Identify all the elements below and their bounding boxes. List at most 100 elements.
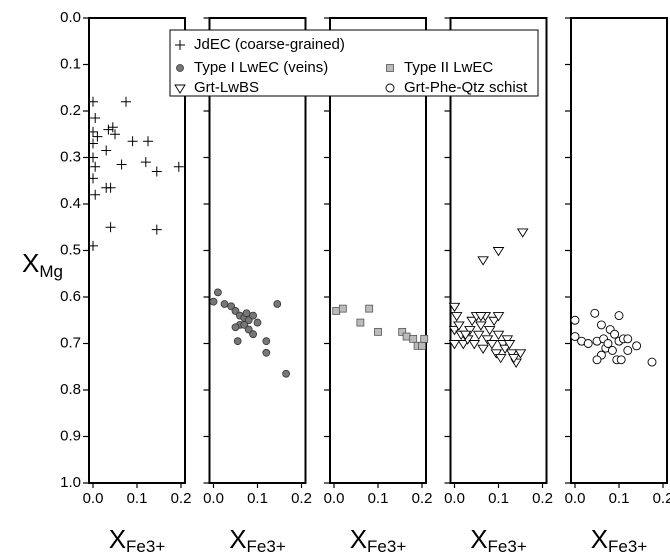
point — [486, 340, 498, 350]
point — [107, 122, 118, 133]
point — [90, 161, 101, 172]
point — [488, 316, 500, 327]
point — [647, 357, 657, 367]
x-tick-label: 0.2 — [171, 490, 192, 507]
point — [282, 369, 291, 378]
legend-marker — [175, 40, 185, 50]
y-tick-label: 0.5 — [60, 241, 81, 258]
point — [457, 340, 470, 350]
point — [603, 339, 613, 348]
point — [116, 159, 127, 170]
point — [459, 330, 472, 341]
point — [583, 339, 593, 348]
x-label-main: X — [470, 524, 487, 554]
x-axis-label: XFe3+ — [350, 524, 407, 557]
point — [240, 320, 249, 329]
x-label-sub: Fe3+ — [608, 537, 647, 556]
legend-marker — [385, 83, 395, 93]
point — [88, 240, 98, 251]
point — [450, 312, 463, 322]
point — [105, 182, 116, 193]
point — [475, 312, 487, 322]
x-tick-label: 0.0 — [444, 490, 465, 507]
point — [570, 332, 580, 341]
point — [220, 300, 229, 308]
x-label-sub: Fe3+ — [367, 537, 406, 556]
point — [472, 330, 485, 341]
point — [244, 325, 253, 334]
point — [483, 326, 496, 336]
x-label-main: X — [229, 524, 246, 554]
x-tick-label: 0.0 — [324, 490, 345, 507]
point — [213, 288, 222, 297]
legend-label: Grt-Phe-Qtz schist — [404, 79, 528, 96]
y-tick-label: 0.8 — [60, 381, 81, 398]
x-axis-label: XFe3+ — [470, 524, 527, 557]
point — [273, 300, 282, 308]
point — [477, 256, 489, 266]
x-tick-label: 0.2 — [532, 490, 553, 507]
point — [173, 161, 184, 172]
legend-marker — [174, 84, 186, 94]
x-label-main: X — [109, 524, 126, 554]
y-tick-label: 0.6 — [60, 288, 81, 305]
x-axis-label: XFe3+ — [591, 524, 648, 557]
point — [501, 335, 514, 345]
y-label-main: X — [22, 248, 39, 278]
point — [466, 316, 478, 327]
y-tick-label: 0.9 — [60, 427, 81, 444]
point — [418, 341, 426, 350]
x-label-main: X — [591, 524, 608, 554]
point — [632, 341, 642, 351]
point — [492, 247, 505, 257]
x-tick-label: 0.1 — [247, 490, 268, 507]
point — [249, 311, 258, 320]
point — [209, 297, 218, 306]
x-tick-label: 0.2 — [412, 490, 433, 507]
point — [481, 335, 494, 345]
y-label-sub: Mg — [39, 262, 63, 281]
legend-marker — [386, 64, 394, 72]
legend-box — [169, 29, 539, 97]
y-tick-label: 0.1 — [60, 55, 81, 72]
x-tick-label: 0.0 — [203, 490, 224, 507]
x-label-sub: Fe3+ — [488, 537, 527, 556]
x-label-sub: Fe3+ — [247, 537, 286, 556]
point — [262, 348, 271, 357]
point — [88, 138, 98, 149]
point — [227, 302, 236, 311]
point — [262, 337, 271, 346]
legend-label: JdEC (coarse-grained) — [194, 36, 345, 53]
point — [105, 222, 116, 233]
point — [477, 344, 489, 354]
x-tick-label: 0.1 — [609, 490, 630, 507]
point — [514, 349, 527, 359]
point — [448, 302, 461, 313]
point — [231, 323, 240, 332]
y-tick-label: 0.3 — [60, 148, 81, 165]
y-tick-label: 0.7 — [60, 334, 81, 351]
y-tick-label: 0.4 — [60, 195, 81, 212]
x-tick-label: 0.2 — [653, 490, 670, 507]
point — [448, 326, 461, 336]
point — [244, 316, 253, 325]
point — [88, 152, 98, 163]
x-label-main: X — [350, 524, 367, 554]
point — [151, 224, 162, 235]
x-tick-label: 0.2 — [291, 490, 312, 507]
point — [249, 330, 258, 339]
point — [516, 228, 529, 238]
point — [505, 349, 518, 359]
legend-label: Grt-LwBS — [194, 79, 259, 96]
point — [623, 334, 633, 344]
point — [253, 318, 262, 327]
x-tick-label: 0.0 — [565, 490, 586, 507]
point — [101, 145, 112, 156]
point — [453, 321, 465, 331]
point — [492, 312, 505, 322]
point — [420, 334, 429, 343]
y-tick-label: 1.0 — [60, 474, 81, 491]
y-tick-label: 0.2 — [60, 102, 81, 119]
point — [607, 346, 617, 355]
